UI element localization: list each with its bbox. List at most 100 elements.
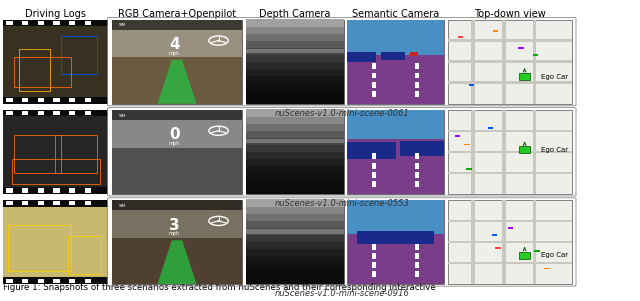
Bar [347,110,444,139]
Bar [53,188,60,193]
Bar [6,188,13,193]
Bar [448,39,572,42]
Bar [38,111,44,115]
Bar [448,200,572,284]
Bar [415,181,419,187]
Bar [38,188,44,193]
Bar [246,199,344,207]
Bar [372,63,376,69]
Bar [520,73,530,80]
Bar [246,248,344,256]
Bar [493,30,499,32]
Bar [38,201,44,205]
Bar [6,278,13,283]
Bar [112,238,242,284]
Bar [246,68,344,76]
Bar [455,135,460,137]
Bar [246,220,344,228]
Bar [13,135,61,173]
Bar [372,163,376,169]
Circle shape [217,40,220,41]
Bar [545,268,550,269]
Bar [22,188,28,193]
Bar [246,137,344,145]
Bar [112,147,242,194]
Bar [246,213,344,221]
Bar [246,186,344,194]
Bar [246,33,344,41]
Bar [347,20,444,104]
Bar [415,244,419,250]
Bar [415,154,419,159]
Bar [415,272,419,277]
Bar [3,110,108,194]
Bar [372,154,376,159]
Bar [69,201,75,205]
Bar [69,188,75,193]
Bar [532,110,536,194]
Bar [372,253,376,259]
Bar [381,51,405,60]
Text: SIM: SIM [118,113,125,118]
Bar [3,20,108,104]
Bar [347,110,444,194]
Bar [84,188,91,193]
Bar [84,201,91,205]
Bar [246,96,344,104]
Bar [246,276,344,284]
Bar [502,200,506,284]
Bar [372,181,376,187]
Text: nuScenes-v1.0-mini-scene-0916: nuScenes-v1.0-mini-scene-0916 [275,290,409,299]
Bar [12,159,100,184]
Bar [112,20,242,29]
Bar [246,206,344,214]
Text: mph: mph [169,231,180,236]
Bar [112,110,242,147]
Bar [112,20,242,104]
Bar [467,168,472,170]
Bar [465,144,470,145]
Bar [415,73,419,79]
Bar [372,73,376,79]
Text: Figure 1: Snapshots of three scenarios extracted from nuScenes and their corresp: Figure 1: Snapshots of three scenarios e… [3,283,436,292]
Bar [68,236,101,274]
Bar [518,47,524,48]
Text: 4: 4 [169,37,180,52]
Bar [246,165,344,173]
Bar [246,229,344,234]
Bar [53,201,60,205]
Bar [22,201,28,205]
Bar [246,75,344,83]
Bar [3,200,108,284]
Bar [401,141,444,156]
Bar [3,206,108,277]
Bar [448,172,572,174]
Text: Driving Logs: Driving Logs [25,9,86,19]
Bar [22,278,28,283]
Bar [520,146,530,154]
Bar [112,200,242,210]
Bar [347,200,444,234]
Circle shape [217,220,220,222]
Bar [246,255,344,263]
Bar [69,111,75,115]
Bar [112,57,242,104]
Bar [488,127,493,129]
Text: 0: 0 [169,127,180,142]
Bar [246,26,344,34]
Bar [112,20,242,57]
Bar [502,20,506,104]
Bar [246,110,344,194]
Bar [84,98,91,102]
Bar [448,61,572,63]
Bar [19,49,50,91]
Bar [246,144,344,152]
Bar [246,116,344,124]
Text: 3: 3 [169,218,180,233]
Bar [448,20,572,104]
Polygon shape [157,60,196,104]
Bar [246,47,344,54]
Bar [495,247,500,249]
Bar [6,111,13,115]
Bar [520,252,530,259]
